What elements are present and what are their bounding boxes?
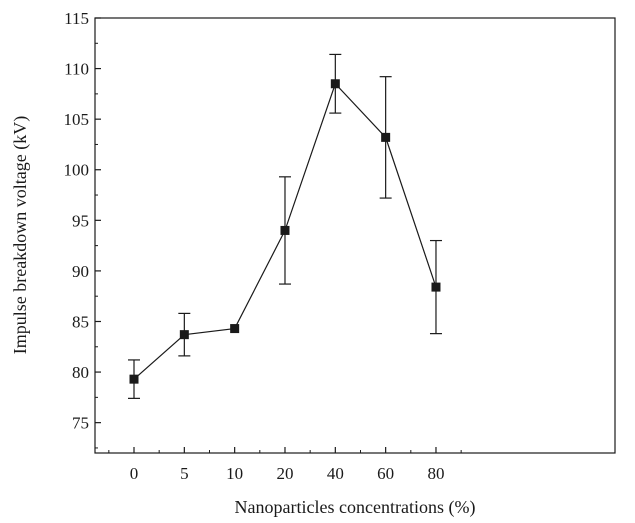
point-20 xyxy=(280,225,290,235)
y-tick-label-80: 80 xyxy=(72,363,89,382)
y-tick-label-105: 105 xyxy=(64,110,90,129)
point-0 xyxy=(129,374,139,384)
x-tick-label-5: 5 xyxy=(180,464,189,483)
y-tick-label-75: 75 xyxy=(72,414,89,433)
x-axis-ticks: 0 5 10 20 40 60 80 xyxy=(108,447,462,483)
x-tick-label-20: 20 xyxy=(276,464,293,483)
y-tick-label-100: 100 xyxy=(64,161,90,180)
y-tick-label-95: 95 xyxy=(72,211,89,230)
plot-frame xyxy=(94,17,616,454)
y-tick-label-90: 90 xyxy=(72,262,89,281)
y-axis-title: Impulse breakdown voltage (kV) xyxy=(10,116,31,354)
y-tick-label-115: 115 xyxy=(64,9,89,28)
x-tick-label-40: 40 xyxy=(327,464,344,483)
x-tick-label-60: 60 xyxy=(377,464,394,483)
series xyxy=(129,79,441,384)
x-tick-label-0: 0 xyxy=(130,464,139,483)
x-axis-title: Nanoparticles concentrations (%) xyxy=(235,497,476,518)
point-5 xyxy=(179,330,189,340)
x-tick-label-80: 80 xyxy=(427,464,444,483)
y-tick-label-110: 110 xyxy=(64,60,89,79)
y-axis-ticks: 75 80 85 90 95 100 105 110 115 xyxy=(64,9,101,449)
y-tick-label-85: 85 xyxy=(72,312,89,331)
point-40 xyxy=(330,79,340,89)
point-60 xyxy=(381,132,391,142)
point-10 xyxy=(230,324,240,334)
point-80 xyxy=(431,282,441,292)
x-tick-label-10: 10 xyxy=(226,464,243,483)
